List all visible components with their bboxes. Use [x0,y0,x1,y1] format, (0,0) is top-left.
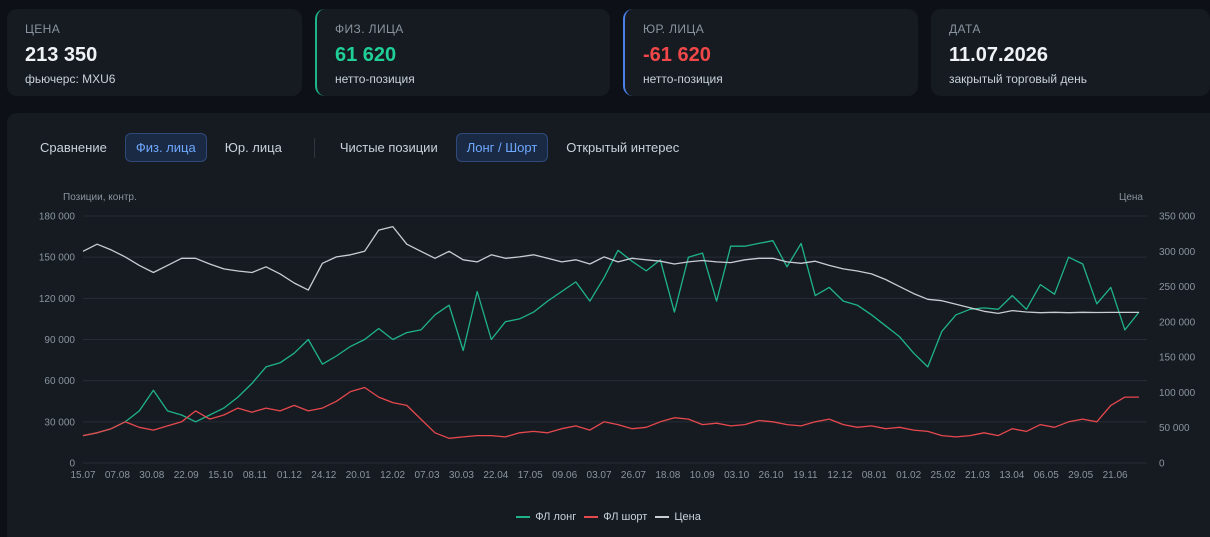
y-tick-right: 50 000 [1159,423,1190,434]
y-axis-label-right: Цена [1119,192,1143,203]
date-card-label: ДАТА [949,22,981,36]
tab-divider [313,137,315,158]
x-tick: 26.07 [621,470,646,481]
y-tick-left: 150 000 [39,253,76,264]
legend-label-short: ФЛ шорт [603,511,648,523]
tab-comparison[interactable]: Сравнение [40,140,107,155]
legend-swatch-short [584,516,599,518]
x-tick: 18.08 [655,470,680,481]
chart-legend: ФЛ лонг ФЛ шорт Цена [7,511,1210,523]
x-tick: 15.10 [208,470,233,481]
x-tick: 22.09 [174,470,199,481]
x-tick: 06.05 [1034,470,1059,481]
x-tick: 12.12 [827,470,852,481]
legend-item-long[interactable]: ФЛ лонг [516,511,576,523]
x-tick: 19.11 [793,470,818,481]
y-tick-left: 120 000 [39,294,76,305]
individuals-card-sub: нетто-позиция [335,72,415,86]
y-tick-left: 0 [69,459,75,470]
y-tick-left: 180 000 [39,212,76,223]
legal-entities-card-sub: нетто-позиция [643,72,723,86]
y-tick-left: 30 000 [44,417,75,428]
price-card-sub: фьючерс: MXU6 [25,72,116,86]
individuals-card-value: 61 620 [335,44,397,66]
x-tick: 03.07 [587,470,612,481]
x-tick: 07.08 [105,470,130,481]
x-tick: 03.10 [724,470,749,481]
legal-entities-card-label: ЮР. ЛИЦА [643,22,705,36]
legend-swatch-long [516,516,531,518]
chart-panel: Сравнение Физ. лица Юр. лица Чистые пози… [7,113,1210,537]
x-tick: 15.07 [70,470,95,481]
y-tick-left: 60 000 [44,376,75,387]
tab-net-positions[interactable]: Чистые позиции [339,140,438,155]
price-card-value: 213 350 [25,44,98,66]
x-tick: 17.05 [518,470,543,481]
x-tick: 20.01 [346,470,371,481]
x-tick: 10.09 [690,470,715,481]
series-long-line [82,240,1140,437]
y-tick-right: 250 000 [1159,282,1196,293]
y-tick-right: 200 000 [1159,317,1196,328]
chart-tabs: Сравнение Физ. лица Юр. лица Чистые пози… [29,133,697,162]
x-tick: 13.04 [999,470,1024,481]
x-tick: 01.02 [896,470,921,481]
x-tick: 29.05 [1068,470,1093,481]
y-tick-right: 100 000 [1159,388,1196,399]
legend-swatch-price [655,516,670,518]
y-tick-right: 300 000 [1159,247,1196,258]
y-tick-right: 350 000 [1159,212,1196,223]
x-tick: 30.03 [449,470,474,481]
legal-entities-card: ЮР. ЛИЦА -61 620 нетто-позиция [623,9,918,96]
legal-entities-card-value: -61 620 [643,44,711,66]
positions-chart: 0 30 000 60 000 90 000 120 000 150 000 180 000… [39,192,1196,481]
price-card: ЦЕНА 213 350 фьючерс: MXU6 [7,9,302,96]
date-card-value: 11.07.2026 [949,44,1048,66]
x-tick: 25.02 [931,470,956,481]
x-tick: 08.11 [243,470,268,481]
tab-open-interest[interactable]: Открытый интерес [566,140,680,155]
x-tick: 30.08 [139,470,164,481]
date-card-sub: закрытый торговый день [949,72,1087,86]
x-tick: 07.03 [415,470,440,481]
x-tick: 09.06 [552,470,577,481]
legend-item-short[interactable]: ФЛ шорт [584,511,647,523]
series-short-line [82,386,1139,439]
legend-label-price: Цена [674,511,701,523]
x-tick: 08.01 [862,470,887,481]
tab-individuals[interactable]: Физ. лица [124,133,207,162]
legend-label-long: ФЛ лонг [535,511,577,523]
tab-long-short[interactable]: Лонг / Шорт [455,133,549,162]
tab-legal-entities[interactable]: Юр. лица [224,140,282,155]
x-tick: 21.06 [1103,470,1128,481]
y-tick-right: 0 [1159,459,1165,470]
individuals-card-label: ФИЗ. ЛИЦА [335,22,404,36]
y-axis-label-left: Позиции, контр. [63,192,137,203]
x-tick: 12.02 [380,470,405,481]
x-tick: 21.03 [965,470,990,481]
y-tick-left: 90 000 [44,335,75,346]
price-card-label: ЦЕНА [25,22,61,36]
legend-item-price[interactable]: Цена [655,511,701,523]
x-tick: 24.12 [311,470,336,481]
x-tick: 22.04 [483,470,508,481]
individuals-card: ФИЗ. ЛИЦА 61 620 нетто-позиция [315,9,610,96]
date-card: ДАТА 11.07.2026 закрытый торговый день [931,9,1210,96]
series-price-line [82,225,1139,315]
x-tick: 26.10 [759,470,784,481]
x-tick: 01.12 [277,470,302,481]
y-tick-right: 150 000 [1159,353,1196,364]
